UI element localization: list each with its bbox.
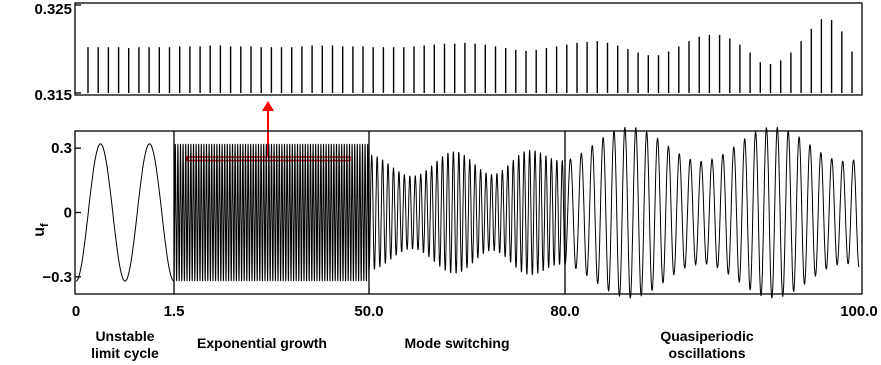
y-axis-label: uf — [31, 223, 51, 237]
main-y-ticks: −0.3 0 0.3 — [42, 140, 81, 286]
phase-label-4-line2: oscillations — [668, 345, 745, 361]
signal-line — [75, 126, 860, 299]
y-axis-label-main: u — [31, 227, 48, 237]
phase-label-2: Exponential growth — [197, 335, 327, 351]
main-ytick-label: 0 — [64, 205, 72, 222]
inset-ytick-label-bottom: 0.315 — [34, 87, 72, 104]
phase-label-1-line1: Unstable — [95, 328, 154, 344]
main-ytick-label: 0.3 — [51, 140, 72, 157]
inset-ytick-label-top: 0.325 — [34, 1, 72, 18]
xtick-label-2: 50.0 — [354, 303, 383, 320]
phase-label-1-line2: limit cycle — [91, 345, 159, 361]
phase-label-4-line1: Quasiperiodic — [660, 328, 754, 344]
y-axis-label-sub: f — [39, 223, 51, 227]
inset-panel: 0.325 0.315 — [34, 1, 863, 104]
xtick-label-4: 100.0 — [840, 303, 878, 320]
xtick-label-3: 80.0 — [550, 303, 579, 320]
red-arrow-head — [262, 101, 274, 111]
inset-peak-lines — [87, 19, 853, 93]
xtick-label-0: 0 — [72, 303, 80, 320]
xtick-label-1: 1.5 — [164, 303, 185, 320]
main-panel: −0.300.3 0 1.5 50.0 80.0 100.0 uf Unstab… — [31, 126, 878, 361]
phase-label-3: Mode switching — [405, 335, 510, 351]
main-ytick-label: −0.3 — [42, 269, 72, 286]
inset-frame — [74, 2, 863, 96]
